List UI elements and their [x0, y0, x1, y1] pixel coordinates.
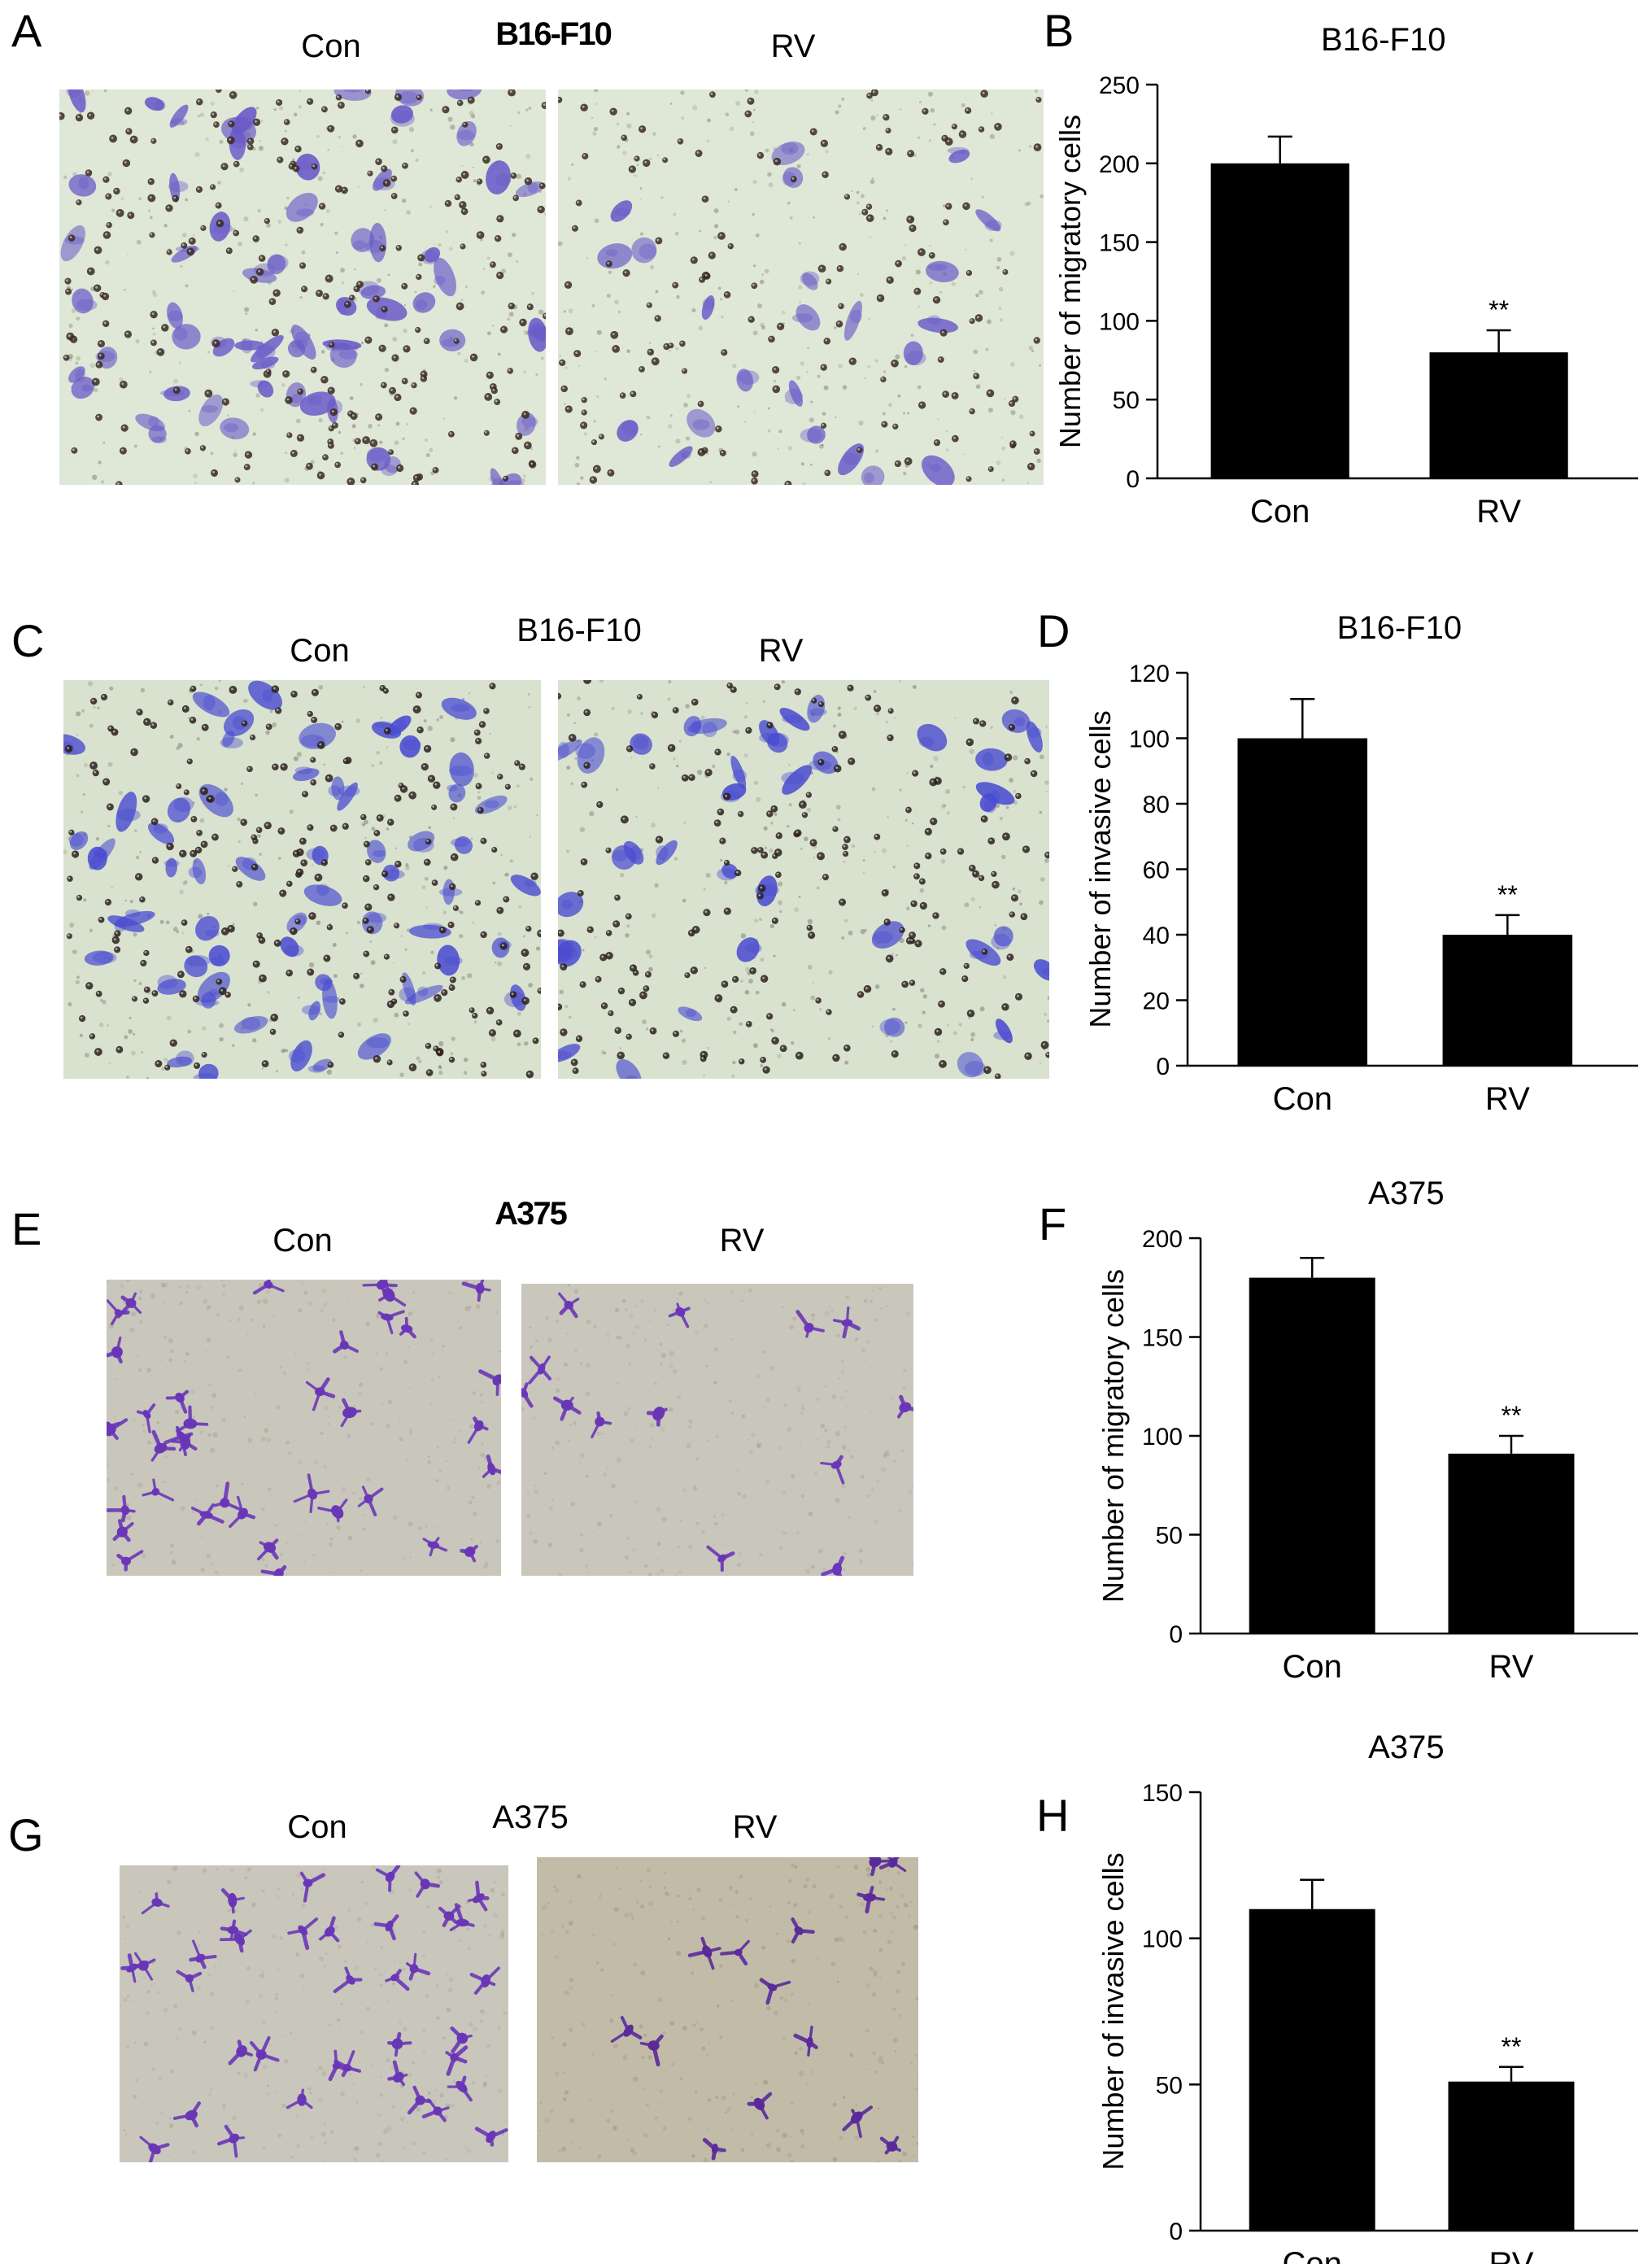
- chart-f-y-tick-label: 200: [1142, 1226, 1183, 1253]
- chart-h-bar-rv: [1448, 2081, 1575, 2231]
- chart-b-y-tick-label: 150: [1099, 230, 1140, 257]
- chart-f-y-tick-label: 100: [1142, 1424, 1183, 1450]
- micrograph-a-con: [59, 89, 546, 485]
- rv-label-e: RV: [719, 1223, 765, 1259]
- chart-b-y-tick-label: 0: [1126, 466, 1140, 493]
- chart-f-significance-marker: **: [1502, 1401, 1522, 1430]
- chart-b-title: B16-F10: [1321, 22, 1445, 58]
- cell-line-title-c: B16-F10: [517, 613, 642, 648]
- chart-h-y-tick-label: 50: [1156, 2072, 1183, 2099]
- chart-d-y-tick-label: 120: [1129, 661, 1170, 687]
- chart-f-bar-con: [1249, 1277, 1375, 1634]
- chart-d-y-tick-label: 60: [1143, 857, 1170, 884]
- chart-d-y-tick-label: 100: [1129, 726, 1170, 753]
- micrograph-e-rv: [521, 1284, 913, 1576]
- chart-h-category-label: RV: [1489, 2246, 1534, 2264]
- chart-h-y-tick-label: 100: [1142, 1926, 1183, 1953]
- chart-h-title: A375: [1368, 1730, 1444, 1765]
- rv-label-g: RV: [732, 1809, 778, 1845]
- con-label-g: Con: [287, 1809, 347, 1845]
- chart-d-category-label: Con: [1273, 1081, 1332, 1117]
- chart-d-significance-marker: **: [1497, 880, 1518, 910]
- chart-f-y-tick-label: 150: [1142, 1325, 1183, 1352]
- chart-h-category-label: Con: [1282, 2246, 1341, 2264]
- chart-b-y-tick-label: 50: [1113, 387, 1140, 414]
- chart-d-y-tick-label: 80: [1143, 792, 1170, 818]
- micrograph-g-con: [120, 1865, 508, 2162]
- chart-d-title: B16-F10: [1337, 610, 1462, 646]
- chart-d-y-tick-label: 20: [1143, 988, 1170, 1015]
- chart-b-bar-con: [1210, 163, 1349, 479]
- panel-letter-d: D: [1037, 605, 1070, 657]
- chart-b-bar-rv: [1429, 352, 1568, 478]
- con-label-e: Con: [272, 1223, 333, 1259]
- chart-b-category-label: Con: [1250, 494, 1310, 530]
- panel-letter-h: H: [1036, 1790, 1070, 1841]
- micrograph-c-con: [63, 680, 541, 1079]
- chart-h-y-axis-label: Number of invasive cells: [1096, 1852, 1130, 2170]
- micrograph-c-rv: [558, 680, 1049, 1079]
- con-label-a: Con: [301, 28, 361, 64]
- chart-h-bar-con: [1249, 1908, 1375, 2231]
- chart-f-y-tick-label: 0: [1169, 1621, 1183, 1648]
- chart-b-category-label: RV: [1476, 494, 1521, 530]
- chart-b-y-tick-label: 250: [1099, 72, 1140, 99]
- chart-d-bar-con: [1237, 738, 1368, 1066]
- panel-letter-e: E: [11, 1203, 42, 1254]
- micrograph-g-rv: [537, 1857, 918, 2162]
- micrograph-e-con: [107, 1280, 501, 1576]
- chart-f-title: A375: [1368, 1176, 1444, 1211]
- cell-line-title-e: A375: [495, 1196, 568, 1232]
- panel-letter-c: C: [11, 615, 45, 666]
- rv-label-c: RV: [758, 633, 804, 669]
- chart-b-significance-marker: **: [1489, 295, 1509, 325]
- chart-b-y-tick-label: 100: [1099, 308, 1140, 335]
- chart-f-y-axis-label: Number of migratory cells: [1096, 1269, 1130, 1603]
- micrograph-a-rv: [558, 89, 1044, 485]
- chart-f-bar-rv: [1448, 1453, 1575, 1634]
- chart-h-significance-marker: **: [1502, 2032, 1522, 2061]
- chart-d-category-label: RV: [1485, 1081, 1530, 1117]
- chart-h-y-tick-label: 150: [1142, 1780, 1183, 1807]
- rv-label-a: RV: [770, 28, 816, 64]
- chart-h-y-tick-label: 0: [1169, 2218, 1183, 2245]
- chart-d-bar-rv: [1442, 935, 1573, 1066]
- cell-line-title-a: B16-F10: [495, 16, 612, 52]
- panel-letter-g: G: [8, 1809, 44, 1860]
- con-label-c: Con: [290, 633, 350, 669]
- chart-d-y-tick-label: 40: [1143, 923, 1170, 949]
- panel-letter-b: B: [1044, 5, 1074, 56]
- chart-f-category-label: RV: [1489, 1649, 1534, 1685]
- chart-b-y-axis-label: Number of migratory cells: [1053, 115, 1087, 448]
- panel-letter-f: F: [1039, 1198, 1067, 1250]
- panel-letter-a: A: [11, 5, 42, 56]
- chart-d-y-tick-label: 0: [1156, 1053, 1170, 1080]
- chart-f-category-label: Con: [1282, 1649, 1341, 1685]
- chart-f-y-tick-label: 50: [1156, 1523, 1183, 1550]
- chart-b-y-tick-label: 200: [1099, 151, 1140, 178]
- cell-line-title-g: A375: [492, 1799, 569, 1835]
- chart-d-y-axis-label: Number of invasive cells: [1083, 710, 1117, 1027]
